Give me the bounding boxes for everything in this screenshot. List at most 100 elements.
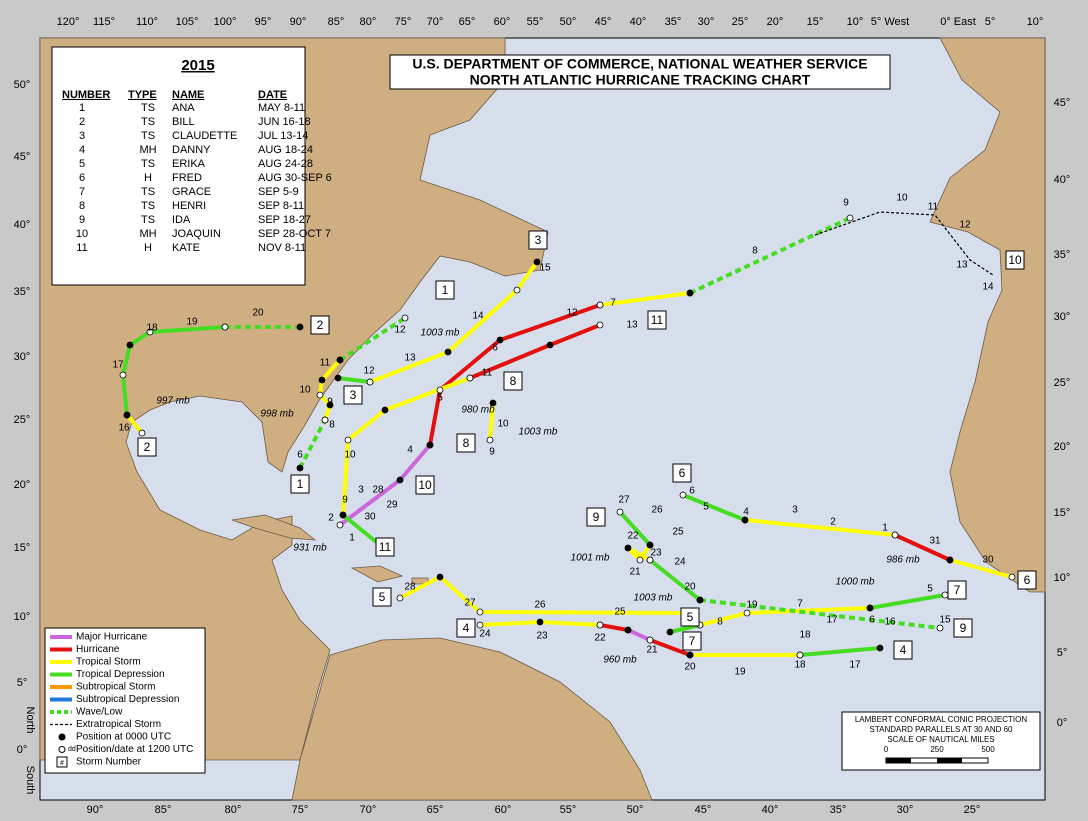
track-position <box>396 594 404 602</box>
track-segment <box>744 518 896 537</box>
top-lon-label: 15° <box>807 16 824 28</box>
table-header: NAME <box>172 89 204 101</box>
table-cell: SEP 28-OCT 7 <box>258 228 331 240</box>
legend-item: Tropical Depression <box>76 669 165 680</box>
track-position <box>336 521 344 529</box>
position-date: 6 <box>869 615 875 626</box>
top-lon-label: 30° <box>698 16 715 28</box>
top-lon-label: 120° <box>57 16 80 28</box>
track-position <box>646 556 654 564</box>
table-cell: JUN 16-18 <box>258 116 311 128</box>
storm-number: 4 <box>900 643 907 657</box>
track-position <box>486 436 494 444</box>
bottom-lon-label: 50° <box>627 804 644 816</box>
table-cell: 11 <box>76 242 87 254</box>
top-lon-label: 100° <box>214 16 237 28</box>
left-lat-label: 35° <box>14 286 31 298</box>
table-cell: NOV 8-11 <box>258 242 306 254</box>
right-lat-label: 30° <box>1054 311 1071 323</box>
legend-item: Storm Number <box>76 757 142 768</box>
bottom-lon-label: 80° <box>225 804 242 816</box>
left-lat-label: 0° <box>17 744 28 756</box>
track-position <box>743 609 751 617</box>
position-date: 8 <box>752 246 758 257</box>
track-position <box>513 286 521 294</box>
position-date: 16 <box>118 423 130 434</box>
position-date: 5 <box>437 393 443 404</box>
extratropical-track <box>814 211 994 276</box>
top-lon-label: 110° <box>136 16 158 28</box>
position-date: 30 <box>982 555 994 566</box>
position-date: 4 <box>407 445 413 456</box>
table-cell: AUG 24-28 <box>258 158 313 170</box>
table-cell: TS <box>141 186 155 198</box>
track-segment <box>338 316 407 362</box>
table-cell: TS <box>141 158 155 170</box>
storm-number-box <box>586 507 606 527</box>
table-cell: GRACE <box>172 186 211 198</box>
position-date: 3 <box>792 505 798 516</box>
top-lon-label: 5° <box>985 16 996 28</box>
storm-number-box <box>415 475 435 495</box>
top-lon-label: 65° <box>459 16 476 28</box>
storm-number: 6 <box>1024 573 1031 587</box>
position-date: 31 <box>929 536 941 547</box>
right-lat-label: 35° <box>1054 249 1071 261</box>
position-date: 2 <box>328 513 334 524</box>
storm-number: 2 <box>144 440 151 454</box>
storm-number: 8 <box>463 436 470 450</box>
right-lat-label: 25° <box>1054 377 1071 389</box>
storm-number: 10 <box>1008 253 1022 267</box>
year: 2015 <box>181 57 214 74</box>
track-position <box>636 556 644 564</box>
bottom-lon-label: 40° <box>762 804 779 816</box>
table-header: TYPE <box>128 89 157 101</box>
projection-note: SCALE OF NAUTICAL MILES <box>887 735 994 744</box>
position-date: 19 <box>746 600 758 611</box>
storm-number: 4 <box>463 621 470 635</box>
position-date: 6 <box>492 343 498 354</box>
track-position <box>624 544 632 552</box>
track-position <box>941 591 949 599</box>
min-pressure: 998 mb <box>260 409 294 420</box>
position-date: 1 <box>882 523 888 534</box>
scale-label: 0 <box>884 745 889 754</box>
track-position <box>436 573 444 581</box>
right-lat-label: 10° <box>1054 572 1071 584</box>
track-position <box>546 341 554 349</box>
track-position <box>596 621 604 629</box>
storm-number-box <box>137 437 157 457</box>
storm-number-box <box>528 230 548 250</box>
track-position <box>876 644 884 652</box>
europe-africa <box>929 37 1046 593</box>
track-position <box>891 531 899 539</box>
track-segment <box>369 260 539 384</box>
storm-number: 1 <box>442 283 449 297</box>
legend-swatch <box>58 733 66 741</box>
legend-item: Hurricane <box>76 644 120 655</box>
legend-item: Wave/Low <box>76 707 123 718</box>
storm-number-box <box>310 315 330 335</box>
track-segment <box>699 598 941 630</box>
position-date: 10 <box>299 385 311 396</box>
track-position <box>444 348 452 356</box>
track-segment <box>599 623 629 632</box>
track-position <box>146 328 154 336</box>
position-date: 2 <box>830 517 836 528</box>
track-segment <box>428 303 601 446</box>
position-date: 3 <box>358 485 364 496</box>
position-date: 10 <box>896 193 908 204</box>
track-position <box>466 374 474 382</box>
position-date: 1 <box>349 533 355 544</box>
track-position <box>489 399 497 407</box>
south-america <box>291 637 653 801</box>
bottom-lon-label: 70° <box>360 804 377 816</box>
position-date: 6 <box>297 450 303 461</box>
position-date: 18 <box>794 660 806 671</box>
position-date: 28 <box>404 582 416 593</box>
track-position <box>624 626 632 634</box>
track-segment <box>869 593 946 610</box>
top-lon-label: 95° <box>255 16 272 28</box>
position-date: 17 <box>112 360 124 371</box>
top-lon-label: 0° East <box>940 16 976 28</box>
